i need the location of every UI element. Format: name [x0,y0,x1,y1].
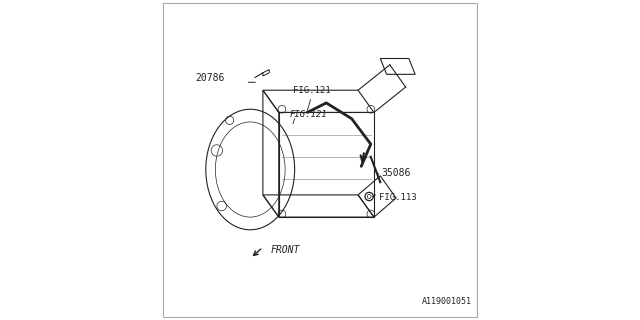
Text: 35086: 35086 [382,168,412,178]
Text: FIG.113: FIG.113 [379,193,416,202]
Text: 20786: 20786 [195,73,225,83]
Text: FIG.121: FIG.121 [290,110,328,119]
Text: FRONT: FRONT [271,245,300,255]
Text: FIG.121: FIG.121 [293,86,331,95]
Text: A119001051: A119001051 [422,297,472,306]
